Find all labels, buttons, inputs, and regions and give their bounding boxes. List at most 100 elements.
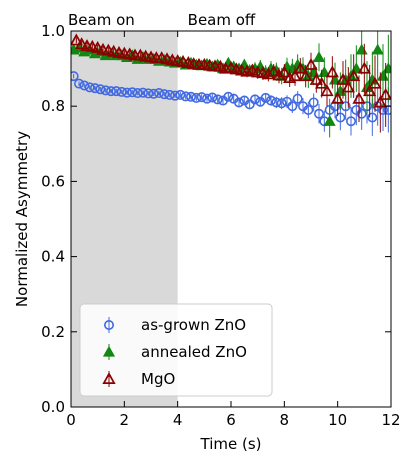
x-tick-label: 6 (226, 411, 236, 429)
x-tick-label: 0 (66, 411, 76, 429)
data-point (186, 91, 197, 102)
data-point (303, 104, 314, 115)
data-point (90, 83, 101, 94)
series-mgo (71, 33, 391, 133)
y-tick-label: 0.6 (41, 172, 65, 190)
data-point (95, 84, 106, 95)
data-point (304, 57, 318, 70)
data-point (180, 91, 191, 102)
data-point (213, 59, 227, 72)
legend-label-as-grown-zno: as-grown ZnO (141, 316, 246, 334)
data-point (164, 89, 175, 100)
x-tick-label: 10 (328, 411, 347, 429)
data-point (276, 98, 287, 109)
data-point (320, 84, 334, 97)
data-point (245, 63, 259, 76)
data-point (250, 94, 261, 105)
data-point (287, 101, 298, 112)
data-point (271, 97, 282, 108)
legend-symbol (102, 372, 116, 385)
data-point (368, 76, 382, 89)
legend-label-mgo: MgO (141, 370, 175, 388)
x-tick-label: 8 (280, 411, 290, 429)
data-point (267, 64, 281, 77)
data-point (335, 112, 346, 123)
data-point (352, 91, 366, 104)
data-point (71, 33, 83, 46)
data-point (74, 78, 85, 89)
data-point (154, 88, 165, 99)
data-point (127, 87, 138, 98)
data-point (106, 86, 117, 97)
data-point (356, 108, 367, 119)
data-point (288, 69, 302, 82)
legend-marker-annealed-zno (102, 344, 116, 360)
legend-symbol (102, 345, 116, 357)
ticks-layer: 0 2 4 6 8 10 12 0.0 0.2 0.4 0.6 0.8 1.0 (41, 22, 400, 429)
data-point (292, 93, 303, 104)
beam-off-label: Beam off (188, 11, 256, 29)
data-point (170, 90, 181, 101)
data-point (122, 87, 133, 98)
data-point (191, 92, 202, 103)
data-point (367, 112, 378, 123)
data-point (100, 85, 111, 96)
data-point (323, 115, 336, 126)
legend-label-annealed-zno: annealed ZnO (141, 343, 247, 361)
data-point (357, 61, 371, 74)
data-point (265, 95, 276, 106)
data-point (371, 43, 384, 55)
data-point (277, 65, 291, 78)
legend-symbol (104, 319, 115, 330)
data-point (345, 116, 356, 127)
data-point (175, 89, 186, 100)
legend-box (79, 303, 273, 397)
x-tick-label: 4 (173, 411, 183, 429)
data-point (202, 93, 213, 104)
x-axis-label: Time (s) (200, 435, 262, 453)
data-point (308, 97, 319, 108)
data-point (111, 86, 122, 97)
data-point (132, 88, 143, 99)
data-point (336, 72, 350, 85)
y-axis-label: Normalized Asymmetry (13, 131, 31, 307)
data-point (79, 80, 90, 91)
data-point (244, 99, 255, 110)
x-tick-label: 2 (120, 411, 130, 429)
legend: as-grown ZnO annealed ZnO MgO (79, 303, 273, 397)
data-point (143, 88, 154, 99)
data-point (212, 94, 223, 105)
data-point (207, 92, 218, 103)
data-point (347, 69, 361, 82)
data-point (75, 37, 89, 50)
beam-on-label: Beam on (68, 11, 135, 29)
y-tick-label: 0.2 (41, 323, 65, 341)
data-point (234, 97, 245, 108)
data-point (341, 80, 355, 93)
data-point (196, 92, 207, 103)
data-point (223, 91, 234, 102)
data-point (138, 87, 149, 98)
data-point (84, 82, 95, 93)
data-point (309, 72, 323, 85)
data-point (116, 86, 127, 97)
data-point (379, 87, 391, 100)
data-point (293, 61, 307, 74)
legend-marker-as-grown-zno (104, 317, 115, 333)
y-tick-label: 0.0 (41, 398, 65, 416)
data-point (261, 67, 275, 80)
y-tick-label: 1.0 (41, 22, 65, 40)
data-point (299, 69, 313, 82)
data-point (313, 108, 324, 119)
data-point (91, 40, 105, 53)
data-point (325, 65, 339, 78)
y-tick-label: 0.8 (41, 97, 65, 115)
data-point (363, 84, 377, 97)
data-point (373, 95, 387, 108)
data-point (272, 68, 286, 81)
data-point (315, 76, 329, 89)
data-point (340, 101, 351, 112)
legend-marker-mgo (102, 371, 116, 387)
x-tick-label: 12 (381, 411, 400, 429)
